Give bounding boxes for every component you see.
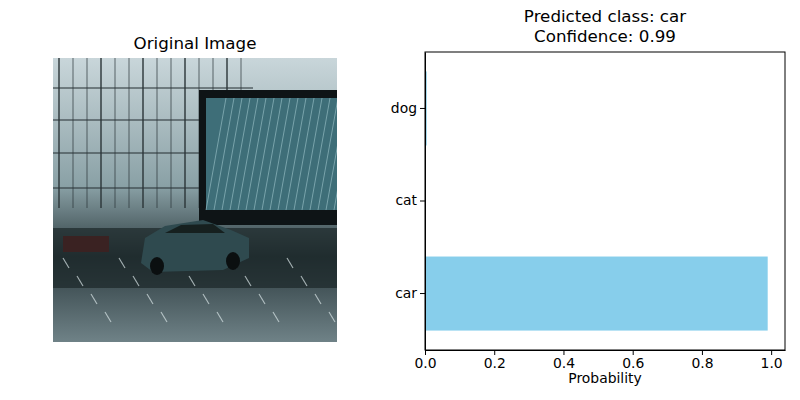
bar-panel: Predicted class: carConfidence: 0.990.00…	[391, 6, 786, 386]
window-line	[184, 58, 186, 208]
figure: Original Image Predicted class: carConfid…	[0, 0, 800, 400]
screen-frame	[199, 90, 337, 225]
screen-streak	[222, 98, 242, 210]
axis-title: Probability	[568, 370, 641, 386]
car-window	[165, 224, 225, 233]
screen-streak	[238, 98, 258, 210]
car-wheel	[150, 257, 164, 275]
screen-streak	[302, 98, 322, 210]
tick-label: dog	[391, 100, 417, 116]
window-line	[142, 58, 144, 208]
floor-light	[189, 276, 195, 286]
screen-streak	[294, 98, 314, 210]
plot-frame	[425, 52, 785, 350]
tick: dog	[391, 100, 425, 116]
screen-streak	[334, 98, 337, 210]
screen-streak	[286, 98, 306, 210]
tick: 0.2	[484, 350, 506, 371]
tick: 0.4	[553, 350, 575, 371]
screen-streak	[318, 98, 337, 210]
window-line	[58, 58, 60, 208]
window-line	[87, 58, 88, 208]
chart-title: Predicted class: carConfidence: 0.99	[524, 6, 686, 46]
floor-light	[91, 294, 97, 304]
panel-title: Original Image	[134, 33, 257, 53]
screen-streak	[254, 98, 274, 210]
screen-streak	[310, 98, 330, 210]
window-line	[115, 58, 116, 208]
category-axis: car cat dog	[391, 53, 426, 351]
tick: car	[395, 285, 425, 301]
bar	[425, 257, 768, 331]
screen-streak	[246, 98, 266, 210]
photo	[53, 58, 337, 342]
floor-light	[259, 294, 265, 304]
screen-streak	[270, 98, 290, 210]
window-line	[129, 58, 130, 208]
floor-light	[147, 294, 153, 304]
floor-light	[287, 258, 293, 268]
floor-light	[203, 294, 209, 304]
tick-label: 0.4	[553, 355, 575, 371]
floor-light	[245, 276, 251, 286]
bars	[425, 71, 768, 330]
screen	[206, 98, 337, 210]
tick-label: 0.8	[691, 355, 713, 371]
tick-label: 0.2	[484, 355, 506, 371]
tick-mark	[420, 201, 425, 202]
window-line	[157, 58, 158, 208]
screen-streak	[278, 98, 298, 210]
floor-light	[315, 294, 321, 304]
screen-streak	[326, 98, 337, 210]
seat	[63, 236, 109, 252]
screen-streak	[230, 98, 250, 210]
screen-streak	[206, 98, 226, 210]
tick-label: 0.0	[414, 355, 436, 371]
car-wheel	[226, 252, 240, 270]
window-line	[53, 87, 253, 89]
value-axis: 0.0 0.2 0.4 0.6 0.8 1.0	[414, 350, 785, 371]
floor-light	[301, 276, 307, 286]
screen-streak	[214, 98, 234, 210]
floor-light	[161, 312, 167, 322]
image-panel: Original Image	[53, 33, 362, 342]
floor-light	[133, 276, 139, 286]
window-line	[171, 58, 172, 208]
window-line	[73, 58, 74, 208]
floor-light	[105, 312, 111, 322]
tick-label: 1.0	[761, 355, 783, 371]
tick-label: cat	[395, 192, 417, 208]
floor-light	[119, 258, 125, 268]
floor-light	[63, 258, 69, 268]
window-line	[100, 58, 102, 208]
tick: cat	[395, 192, 425, 208]
tick-label: 0.6	[622, 355, 644, 371]
floor-light	[77, 276, 83, 286]
tick-mark	[420, 293, 425, 294]
tick: 0.0	[414, 350, 436, 371]
tick: 0.6	[622, 350, 644, 371]
tick: 1.0	[761, 350, 783, 371]
floor-light	[329, 312, 335, 322]
tick: 0.8	[691, 350, 713, 371]
screen-streak	[262, 98, 282, 210]
floor-light	[273, 312, 279, 322]
tick-label: car	[395, 285, 417, 301]
tick-mark	[420, 108, 425, 109]
floor-light	[217, 312, 223, 322]
